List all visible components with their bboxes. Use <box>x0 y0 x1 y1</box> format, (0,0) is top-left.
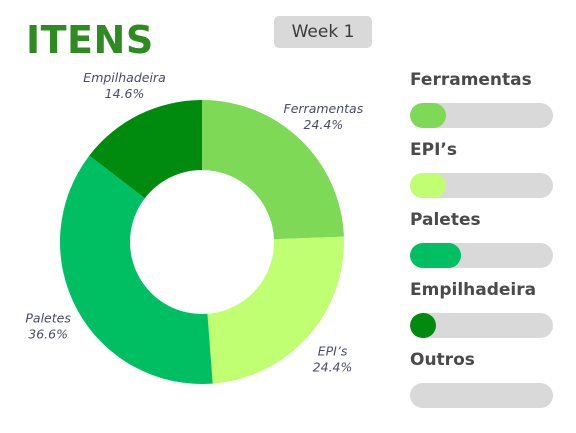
legend-label: Outros <box>410 350 475 370</box>
donut-chart: Ferramentas 24.4% EPI’s 24.4% Paletes 36.6% Em… <box>25 70 364 384</box>
legend-item-outros: Outros <box>410 346 560 416</box>
slice-1 <box>207 236 345 384</box>
slice-3 <box>89 100 202 199</box>
slice-2 <box>60 155 213 384</box>
legend-bar-track <box>410 243 553 268</box>
legend: Ferramentas EPI’s Paletes Empilhadeira O… <box>410 66 560 416</box>
slice-label-1: EPI’s 24.4% <box>313 344 353 375</box>
legend-label: EPI’s <box>410 140 457 160</box>
week-selector-button[interactable]: Week 1 <box>274 16 372 48</box>
legend-label: Ferramentas <box>410 70 532 90</box>
slice-label-3: Empilhadeira 14.6% <box>83 70 165 101</box>
legend-item-paletes: Paletes <box>410 206 560 276</box>
legend-bar-track <box>410 173 553 198</box>
legend-label: Paletes <box>410 210 481 230</box>
slice-0 <box>202 100 344 240</box>
legend-item-epis: EPI’s <box>410 136 560 206</box>
legend-bar-track <box>410 383 553 408</box>
slice-label-0: Ferramentas 24.4% <box>284 101 364 132</box>
legend-bar-fill <box>410 103 446 128</box>
legend-label: Empilhadeira <box>410 280 537 300</box>
legend-bar-fill <box>410 173 446 198</box>
legend-bar-fill <box>410 243 462 268</box>
legend-bar-track <box>410 103 553 128</box>
slice-label-2: Paletes 36.6% <box>25 310 71 341</box>
chart-title: ITENS <box>26 18 154 62</box>
legend-item-ferramentas: Ferramentas <box>410 66 560 136</box>
legend-item-empilhadeira: Empilhadeira <box>410 276 560 346</box>
legend-bar-track <box>410 313 553 338</box>
legend-bar-fill <box>410 313 436 338</box>
